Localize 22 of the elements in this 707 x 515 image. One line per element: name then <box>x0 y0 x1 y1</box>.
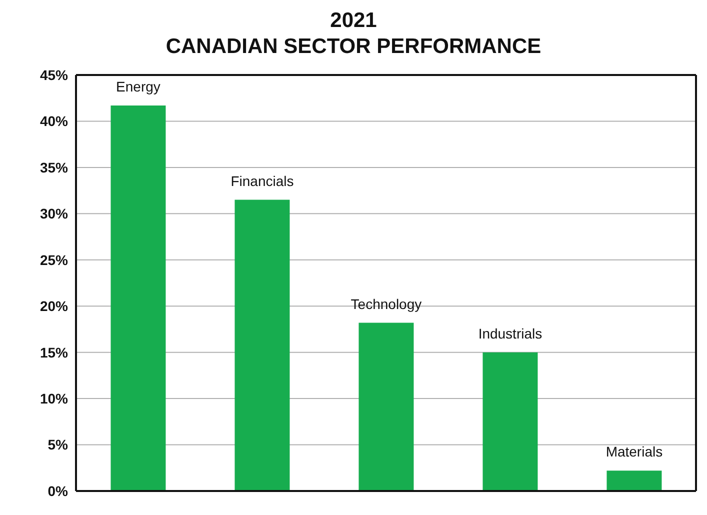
x-tick-label: Energy <box>116 78 160 95</box>
y-tick-label: 10% <box>40 390 69 407</box>
y-tick-label: 25% <box>40 252 69 268</box>
y-tick-label: 30% <box>40 206 69 222</box>
x-tick-label: Technology <box>350 296 422 312</box>
x-tick-label: Materials <box>606 444 663 460</box>
y-tick-label: 0% <box>48 482 69 499</box>
y-tick-label: 35% <box>40 159 69 176</box>
y-tick-label: 5% <box>48 436 69 453</box>
bar <box>606 470 662 491</box>
bar <box>110 106 166 491</box>
y-tick-label: 40% <box>40 113 69 130</box>
y-tick-label: 20% <box>40 298 69 314</box>
y-tick-label: 15% <box>40 344 69 360</box>
x-tick-label: Financials <box>230 172 294 189</box>
chart-subtitle: CANADIAN SECTOR PERFORMANCE <box>164 34 542 60</box>
y-tick-label: 45% <box>40 66 69 83</box>
bar <box>482 352 538 491</box>
bar <box>358 322 414 491</box>
bar <box>234 200 290 491</box>
chart-title: 2021 <box>329 8 378 34</box>
x-tick-label: Industrials <box>478 325 542 342</box>
